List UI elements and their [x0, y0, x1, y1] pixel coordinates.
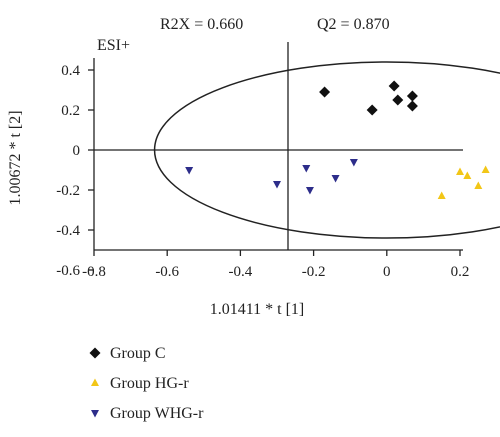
x-tick-label: 0.2: [451, 264, 470, 280]
x-tick-label: -0.4: [229, 264, 253, 280]
q2-stat: Q2 = 0.870: [317, 16, 390, 33]
x-tick-label: -0.2: [302, 264, 326, 280]
x-tick-label: -0.8: [82, 264, 106, 280]
group-hg-r-point: [437, 191, 446, 199]
legend-marker-group-whg-r: [91, 410, 99, 418]
group-c-point: [319, 86, 331, 98]
group-hg-r-point: [474, 181, 483, 189]
r2x-stat: R2X = 0.660: [160, 16, 243, 33]
y-ticks: -0.6 -0.4 -0.2 0 0.2 0.4: [56, 63, 94, 279]
group-hg-r-point: [481, 165, 490, 173]
y-tick-label: 0: [73, 143, 81, 159]
legend-label-group-c: Group C: [110, 345, 166, 362]
group-c-point: [366, 104, 378, 116]
group-whg-r-point: [273, 181, 281, 189]
group-hg-r-point: [463, 171, 472, 179]
x-axis-title: 1.01411 * t [1]: [210, 301, 305, 318]
group-whg-r-point: [305, 187, 314, 195]
y-tick-label: -0.6: [56, 263, 80, 279]
legend-marker-group-c: [89, 347, 101, 359]
group-whg-r-point: [331, 175, 340, 183]
group-whg-r-point: [185, 167, 194, 175]
group-c-point: [406, 100, 418, 112]
legend-label-group-hg-r: Group HG-r: [110, 375, 189, 392]
group-hg-r-point: [456, 167, 464, 175]
legend: Group C Group HG-r Group WHG-r: [89, 345, 204, 422]
y-tick-label: -0.4: [56, 223, 80, 239]
legend-label-group-whg-r: Group WHG-r: [110, 405, 204, 422]
group-c-point: [392, 94, 404, 106]
y-tick-label: 0.4: [61, 63, 80, 79]
y-axis-title: 1.00672 * t [2]: [7, 110, 24, 205]
group-whg-r-point: [302, 165, 311, 173]
legend-marker-group-hg-r: [91, 378, 99, 386]
hotelling-t2-ellipse: [153, 61, 500, 239]
x-tick-label: 0: [383, 264, 391, 280]
ion-mode-label: ESI+: [97, 37, 130, 54]
group-whg-r-point: [349, 159, 358, 167]
y-tick-label: -0.2: [56, 183, 80, 199]
x-tick-label: -0.6: [155, 264, 179, 280]
group-c-point: [388, 80, 400, 92]
group-c-point: [406, 90, 418, 102]
x-ticks: -0.8-0.6-0.4-0.200.20.40.6: [82, 250, 470, 280]
y-tick-label: 0.2: [61, 103, 80, 119]
data-points: [185, 80, 490, 199]
